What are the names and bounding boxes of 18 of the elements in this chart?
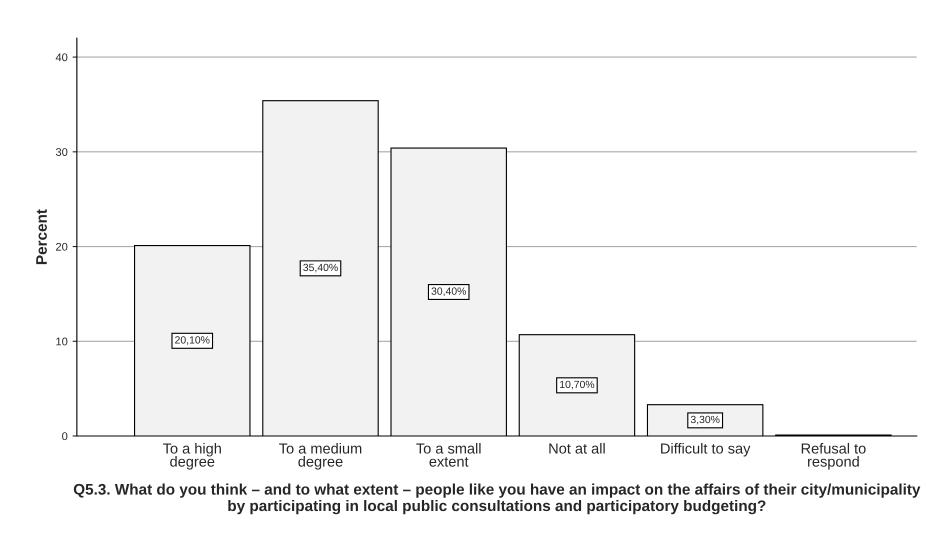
x-tick-label: Difficult to say <box>661 442 750 457</box>
x-tick-label: To a high degree <box>163 442 221 470</box>
y-tick-label: 10 <box>56 338 68 346</box>
x-axis-title: Q5.3. What do you think – and to what extent – people like you have an impact on the affairs of their city/municipality by participating in local public consultations and participatory budgeting? <box>74 483 920 514</box>
x-tick-label: To a small extent <box>416 442 481 467</box>
y-tick-label: 30 <box>56 148 68 156</box>
data-label: 10,70% <box>560 380 594 390</box>
y-tick-label: 20 <box>56 242 68 251</box>
data-label: 3,30% <box>690 416 720 424</box>
data-label: 35,40% <box>303 264 338 272</box>
x-tick-label: Refusal to respond <box>802 442 866 470</box>
x-tick-label: Not at all <box>549 442 605 454</box>
y-tick-label: 40 <box>56 53 68 62</box>
x-tick-label: To a medium degree <box>279 442 362 470</box>
y-tick-label: 0 <box>62 432 68 440</box>
y-axis-title: Percent <box>36 209 47 264</box>
data-label: 20,10% <box>175 336 210 345</box>
data-label: 30,40% <box>431 287 466 296</box>
